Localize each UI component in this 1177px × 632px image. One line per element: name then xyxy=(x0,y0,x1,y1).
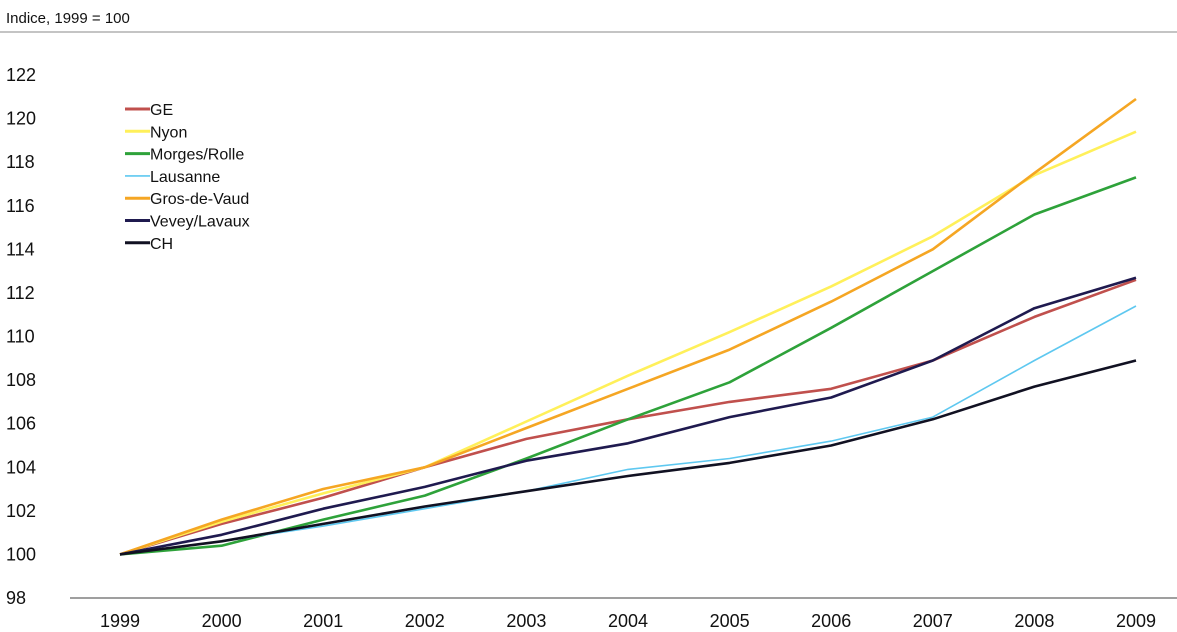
y-tick-label: 106 xyxy=(6,414,36,434)
series-line-ch xyxy=(119,359,1137,556)
x-tick-label: 2007 xyxy=(913,611,953,631)
series-line-nyon xyxy=(119,130,1137,556)
series-line-lausanne xyxy=(119,305,1137,556)
x-tick-label: 2005 xyxy=(710,611,750,631)
x-tick-label: 2006 xyxy=(811,611,851,631)
x-tick-label: 2004 xyxy=(608,611,648,631)
legend-label: Morges/Rolle xyxy=(150,147,244,164)
y-tick-label: 120 xyxy=(6,109,36,129)
series-line-morges-rolle xyxy=(119,176,1137,556)
x-axis: 1999 2000 2001 2002 2003 2004 2005 2006 2007 2008… xyxy=(100,611,1156,631)
legend-label: Nyon xyxy=(150,124,187,141)
y-tick-label: 114 xyxy=(6,239,35,259)
x-tick-label: 2000 xyxy=(202,611,242,631)
y-tick-label: 122 xyxy=(6,65,36,85)
series-line-gros-de-vaud xyxy=(119,97,1137,556)
y-tick-label: 102 xyxy=(6,501,36,521)
y-tick-label: 112 xyxy=(6,283,35,303)
legend-label: Lausanne xyxy=(150,169,220,186)
y-tick-label: 104 xyxy=(6,457,36,477)
x-tick-label: 2002 xyxy=(405,611,445,631)
chart-subtitle: Indice, 1999 = 100 xyxy=(6,10,130,27)
y-tick-label: 100 xyxy=(6,544,36,564)
legend-label: GE xyxy=(150,102,173,119)
legend-label: Gros-de-Vaud xyxy=(150,191,249,208)
series-line-vevey-lavaux xyxy=(119,276,1137,556)
x-tick-label: 2001 xyxy=(303,611,343,631)
x-tick-label: 1999 xyxy=(100,611,140,631)
series-line-ge xyxy=(119,278,1137,556)
y-axis: 98 100 102 104 106 108 110 112 114 116 118 120 122 xyxy=(6,65,36,608)
x-tick-label: 2008 xyxy=(1014,611,1054,631)
x-tick-label: 2003 xyxy=(506,611,546,631)
series-lines xyxy=(119,97,1137,556)
x-tick-label: 2009 xyxy=(1116,611,1156,631)
y-tick-label: 108 xyxy=(6,370,36,390)
y-tick-label: 98 xyxy=(6,588,26,608)
legend-label: Vevey/Lavaux xyxy=(150,214,250,231)
y-tick-label: 110 xyxy=(6,327,35,347)
y-tick-label: 118 xyxy=(6,152,35,172)
legend-label: CH xyxy=(150,236,173,253)
y-tick-label: 116 xyxy=(6,196,35,216)
legend: GE Nyon Morges/Rolle Lausanne Gros-de-Vaud Ve… xyxy=(125,102,250,253)
